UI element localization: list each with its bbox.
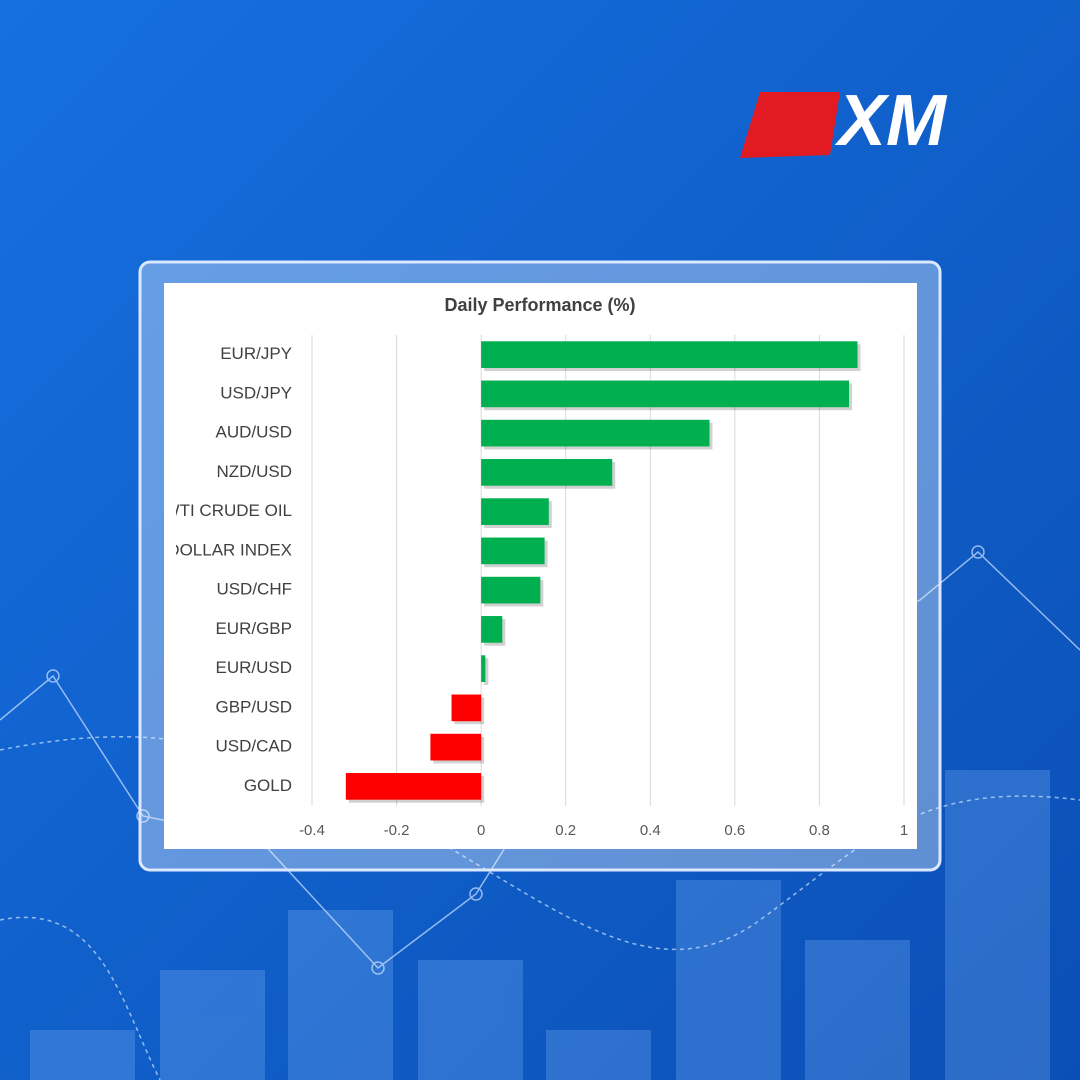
bar bbox=[481, 576, 541, 604]
plot: -0.4 -0.2 0 0.2 0.4 0.6 0.8 1 EUR/JPY USD/JPY AUD/… bbox=[164, 335, 908, 839]
bar bbox=[481, 419, 710, 447]
decor-bars bbox=[30, 770, 1050, 1080]
y-tick-label: AUD/USD bbox=[215, 423, 292, 442]
y-tick-label: WTI CRUDE OIL bbox=[164, 501, 292, 520]
x-tick-label: 0.8 bbox=[809, 822, 830, 839]
x-tick-label: -0.4 bbox=[299, 822, 325, 839]
bar bbox=[345, 773, 482, 800]
x-tick-label: 0 bbox=[477, 822, 485, 839]
bar bbox=[481, 341, 858, 368]
chart-panel bbox=[164, 283, 917, 849]
x-tick-label: 0.6 bbox=[724, 822, 745, 839]
bar bbox=[481, 380, 850, 408]
y-tick-label: DOLLAR INDEX bbox=[167, 540, 292, 559]
x-tick-label: -0.2 bbox=[384, 822, 410, 839]
category-labels: EUR/JPY USD/JPY AUD/USD NZD/USD WTI CRUDE OI… bbox=[164, 344, 292, 795]
bar-shadow bbox=[484, 658, 489, 685]
bar bbox=[430, 733, 482, 761]
logo-icon bbox=[740, 92, 840, 158]
bar bbox=[481, 498, 549, 525]
y-tick-label: EUR/USD bbox=[215, 658, 292, 677]
y-tick-label: GBP/USD bbox=[215, 697, 292, 716]
x-tick-label: 0.2 bbox=[555, 822, 576, 839]
y-tick-label: USD/CAD bbox=[215, 737, 292, 756]
y-tick-label: NZD/USD bbox=[216, 462, 292, 481]
logo: XM bbox=[740, 81, 948, 161]
x-tick-label: 1 bbox=[900, 822, 908, 839]
y-tick-label: EUR/GBP bbox=[215, 619, 292, 638]
chart-title: Daily Performance (%) bbox=[444, 295, 635, 315]
bar bbox=[481, 537, 545, 565]
bar bbox=[451, 694, 482, 722]
bar bbox=[481, 655, 486, 682]
bar bbox=[481, 459, 613, 486]
y-tick-label: EUR/JPY bbox=[220, 344, 292, 363]
y-tick-label: GOLD bbox=[244, 776, 292, 795]
logo-text: XM bbox=[834, 81, 948, 161]
bar bbox=[481, 616, 503, 643]
x-tick-label: 0.4 bbox=[640, 822, 661, 839]
y-tick-label: USD/CHF bbox=[216, 580, 292, 599]
y-tick-label: USD/JPY bbox=[220, 383, 292, 402]
